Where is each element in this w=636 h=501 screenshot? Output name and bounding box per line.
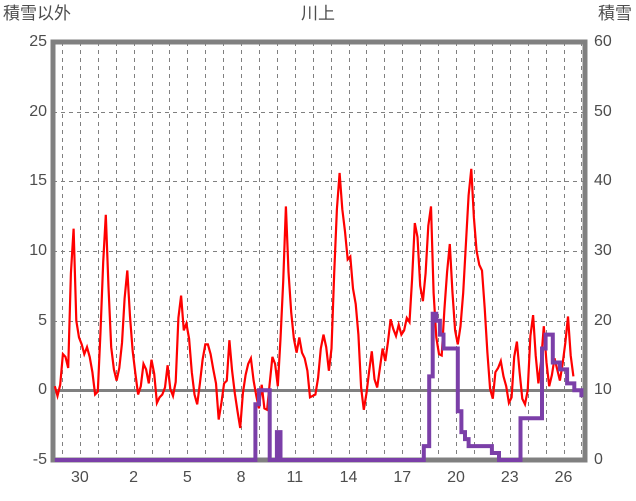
left-tick-20: 20: [29, 102, 47, 120]
grid-lines: [53, 42, 585, 460]
right-tick-0: 0: [594, 451, 603, 468]
x-tick-30: 30: [70, 469, 89, 486]
right-tick-60: 60: [594, 33, 612, 50]
x-tick-23: 23: [500, 469, 519, 486]
left-tick-neg5: -5: [32, 451, 47, 468]
left-tick-25: 25: [29, 33, 47, 50]
left-tick-15: 15: [29, 172, 47, 190]
x-tick-14: 14: [339, 469, 358, 486]
right-tick-10: 10: [594, 381, 612, 399]
x-tick-11: 11: [286, 469, 304, 486]
right-tick-50: 50: [594, 102, 612, 120]
x-tick-26: 26: [554, 469, 573, 486]
left-tick-5: 5: [38, 311, 47, 329]
x-tick-5: 5: [182, 469, 192, 486]
chart-title: 川上: [301, 4, 335, 23]
x-tick-20: 20: [447, 469, 465, 486]
right-axis-title: 積雪: [598, 4, 632, 23]
right-tick-30: 30: [594, 242, 612, 259]
right-tick-40: 40: [594, 172, 612, 190]
left-tick-0: 0: [38, 381, 47, 399]
series-snow-depth: [54, 311, 584, 462]
data-series: [53, 168, 584, 462]
left-axis-title: 積雪以外: [3, 4, 71, 23]
x-tick-17: 17: [393, 469, 412, 486]
x-tick-2: 2: [129, 469, 139, 486]
right-tick-20: 20: [594, 311, 612, 329]
left-tick-10: 10: [29, 242, 47, 259]
x-tick-8: 8: [236, 469, 246, 486]
series-precipitation: [53, 168, 575, 429]
